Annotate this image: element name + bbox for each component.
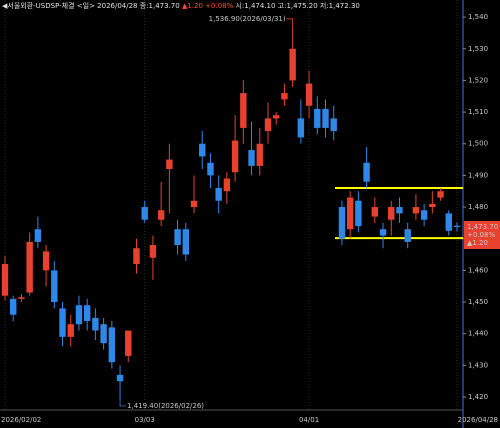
candle-body xyxy=(34,229,42,242)
candle-body xyxy=(166,159,173,170)
candle-body xyxy=(207,162,214,176)
price-box-label: 1,473.70 xyxy=(467,223,498,231)
candle-body xyxy=(453,225,461,228)
candle-body xyxy=(371,207,379,217)
x-tick-label: 03/03 xyxy=(135,416,155,424)
header-part: ▲1.20 +0.08% xyxy=(182,2,234,10)
candle-body xyxy=(388,207,395,220)
y-tick-label: 1,450 xyxy=(468,298,488,306)
candle-body xyxy=(26,241,33,293)
candle-body xyxy=(116,374,124,382)
header-part: ◀서울외환-USDSP-체결 <일> 2026/04/28 종:1,473.70 xyxy=(2,1,180,10)
candle-body xyxy=(363,162,370,182)
y-tick-label: 1,500 xyxy=(468,140,488,148)
y-tick-label: 1,460 xyxy=(468,266,488,274)
x-tick-label: 2026/04/28 xyxy=(458,416,498,424)
y-tick-label: 1,520 xyxy=(468,76,488,84)
price-box-label: +0.08% xyxy=(467,231,495,239)
y-tick-label: 1,510 xyxy=(468,108,488,116)
candle-body xyxy=(420,210,428,220)
candle-body xyxy=(264,118,272,132)
candle-body xyxy=(18,297,25,299)
candle-body xyxy=(190,200,198,208)
y-tick-label: 1,480 xyxy=(468,203,488,211)
candle-body xyxy=(404,229,411,242)
candle-body xyxy=(338,207,346,239)
y-tick-label: 1,430 xyxy=(468,361,488,369)
y-tick-label: 1,440 xyxy=(468,330,488,338)
candle-body xyxy=(42,251,50,271)
x-tick-label: 2026/02/02 xyxy=(1,416,41,424)
candle-body xyxy=(59,308,66,337)
candle-body xyxy=(355,200,362,227)
header: ◀서울외환-USDSP-체결 <일> 2026/04/28 종:1,473.70… xyxy=(2,1,360,10)
candle-body xyxy=(182,229,189,255)
annotation: 1,419.40(2026/02/26) xyxy=(127,402,204,410)
candle-body xyxy=(248,150,255,166)
candle-body xyxy=(157,210,165,220)
candle-body xyxy=(346,197,354,230)
x-tick-label: 04/01 xyxy=(299,416,319,424)
candle-body xyxy=(141,207,148,220)
candle-body xyxy=(215,188,222,201)
candle-body xyxy=(174,229,181,246)
candle-body xyxy=(396,207,403,214)
price-box xyxy=(464,221,500,250)
candle-body xyxy=(289,48,296,81)
candle-body xyxy=(305,83,313,106)
candle-body xyxy=(330,118,337,132)
candle-body xyxy=(437,191,444,198)
y-tick-label: 1,420 xyxy=(468,393,488,401)
candle-body xyxy=(314,108,321,128)
candle-body xyxy=(412,207,420,214)
annotation-leader xyxy=(119,398,127,407)
candle-body xyxy=(297,118,305,138)
candle-body xyxy=(1,264,9,296)
candle-body xyxy=(223,178,231,192)
candle-body xyxy=(429,203,436,208)
header-part: 시:1,474.10 고:1,475.20 저:1,472.30 xyxy=(235,1,359,10)
candle-body xyxy=(67,324,74,337)
candle-body xyxy=(379,229,387,236)
candle-body xyxy=(149,245,157,258)
candle-body xyxy=(240,93,247,128)
candle-body xyxy=(199,143,206,157)
y-tick-label: 1,540 xyxy=(468,13,488,21)
candle-body xyxy=(133,248,140,265)
candle-body xyxy=(281,93,288,100)
candle-body xyxy=(83,305,91,322)
price-box-label: ▲1.20 xyxy=(467,239,488,247)
candle-body xyxy=(273,115,280,119)
candle-body xyxy=(445,213,452,231)
candle-body xyxy=(51,270,58,303)
y-tick-label: 1,490 xyxy=(468,171,488,179)
candle-body xyxy=(125,330,132,356)
candle-body xyxy=(92,317,99,331)
annotation-leader xyxy=(286,18,293,27)
candle-body xyxy=(75,305,83,325)
candle-body xyxy=(322,108,329,128)
candle-body xyxy=(256,143,263,166)
candle-body xyxy=(10,298,17,315)
candle-body xyxy=(231,140,239,173)
annotation: 1,536.90(2026/03/31) xyxy=(209,15,286,23)
candle-body xyxy=(100,324,107,344)
y-tick-label: 1,530 xyxy=(468,45,488,53)
candle-body xyxy=(108,327,116,363)
